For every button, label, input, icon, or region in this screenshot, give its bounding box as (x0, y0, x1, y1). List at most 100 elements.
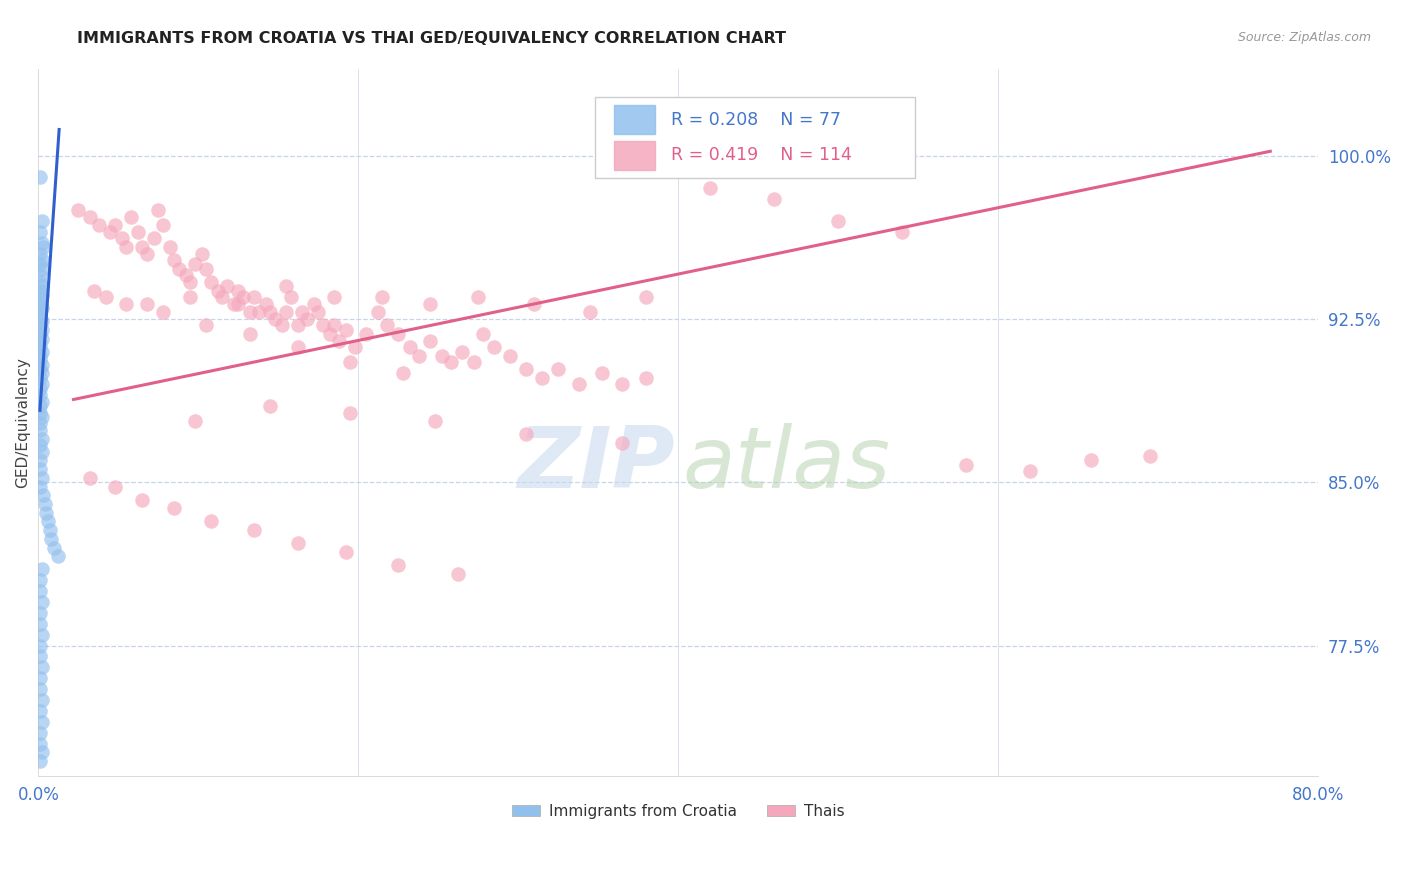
Point (287, 340, 309, 354)
Point (28, 296, 51, 310)
Point (302, 296, 325, 310)
Point (328, 334, 350, 348)
Point (28, 682, 51, 697)
Point (28, 370, 51, 384)
Point (28, 225, 51, 239)
Point (335, 545, 357, 559)
Point (31, 394, 53, 409)
Text: atlas: atlas (682, 424, 890, 507)
Point (28, 423, 51, 437)
Point (531, 370, 554, 384)
Point (104, 219, 127, 233)
Point (270, 318, 292, 333)
Point (636, 290, 658, 304)
Point (446, 566, 468, 581)
Point (287, 318, 309, 333)
Point (31, 409, 53, 424)
Point (211, 290, 233, 304)
Point (152, 305, 174, 319)
Text: R = 0.419    N = 114: R = 0.419 N = 114 (671, 146, 852, 164)
Point (148, 202, 170, 217)
Point (200, 515, 222, 529)
Point (28, 246, 51, 260)
Point (1080, 453, 1102, 467)
Point (28, 639, 51, 653)
Point (31, 288, 53, 302)
Point (375, 318, 398, 333)
Point (31, 253, 53, 268)
Point (31, 714, 53, 729)
Point (398, 340, 420, 354)
Point (423, 414, 446, 428)
Point (568, 377, 591, 392)
Point (163, 253, 186, 268)
Point (827, 214, 849, 228)
Point (31, 562, 53, 576)
Point (207, 284, 229, 298)
Point (763, 192, 786, 206)
Point (392, 367, 415, 381)
Point (28, 584, 51, 599)
Point (31, 358, 53, 372)
Point (28, 349, 51, 363)
Point (515, 362, 537, 376)
Point (371, 290, 394, 304)
Point (32, 240, 55, 254)
FancyBboxPatch shape (614, 141, 655, 170)
Point (243, 290, 266, 304)
Point (472, 327, 495, 342)
Point (28, 293, 51, 307)
Point (28, 616, 51, 631)
Point (32, 488, 55, 502)
Point (179, 290, 201, 304)
Point (67, 202, 90, 217)
Point (131, 492, 153, 507)
Point (28, 318, 51, 333)
Point (184, 258, 207, 272)
Point (276, 279, 298, 293)
Point (28, 388, 51, 402)
Point (217, 279, 239, 293)
Point (110, 231, 132, 245)
Point (891, 225, 914, 239)
Point (28, 268, 51, 283)
Point (28, 737, 51, 751)
Point (408, 349, 430, 363)
Point (232, 290, 254, 304)
Point (387, 327, 409, 342)
Point (312, 318, 335, 333)
Point (28, 479, 51, 493)
Point (152, 219, 174, 233)
Point (46, 549, 69, 564)
Point (31, 432, 53, 446)
Point (276, 305, 298, 319)
Point (1139, 449, 1161, 463)
Point (28, 258, 51, 272)
Point (28, 399, 51, 413)
Point (339, 355, 361, 369)
Point (115, 296, 138, 310)
Point (31, 314, 53, 328)
Point (163, 501, 186, 516)
Point (254, 296, 277, 310)
Point (228, 284, 250, 298)
Point (44, 541, 66, 555)
Point (28, 284, 51, 298)
Point (31, 745, 53, 759)
Point (31, 261, 53, 276)
Point (955, 458, 977, 472)
Point (228, 296, 250, 310)
Point (28, 462, 51, 476)
Point (28, 606, 51, 620)
Point (515, 427, 537, 442)
Point (28, 327, 51, 342)
Point (79, 210, 101, 224)
Point (31, 235, 53, 250)
Point (79, 471, 101, 485)
Point (31, 660, 53, 674)
Point (28, 362, 51, 376)
Point (131, 240, 153, 254)
Point (190, 246, 212, 260)
Point (238, 305, 260, 319)
Point (307, 305, 329, 319)
